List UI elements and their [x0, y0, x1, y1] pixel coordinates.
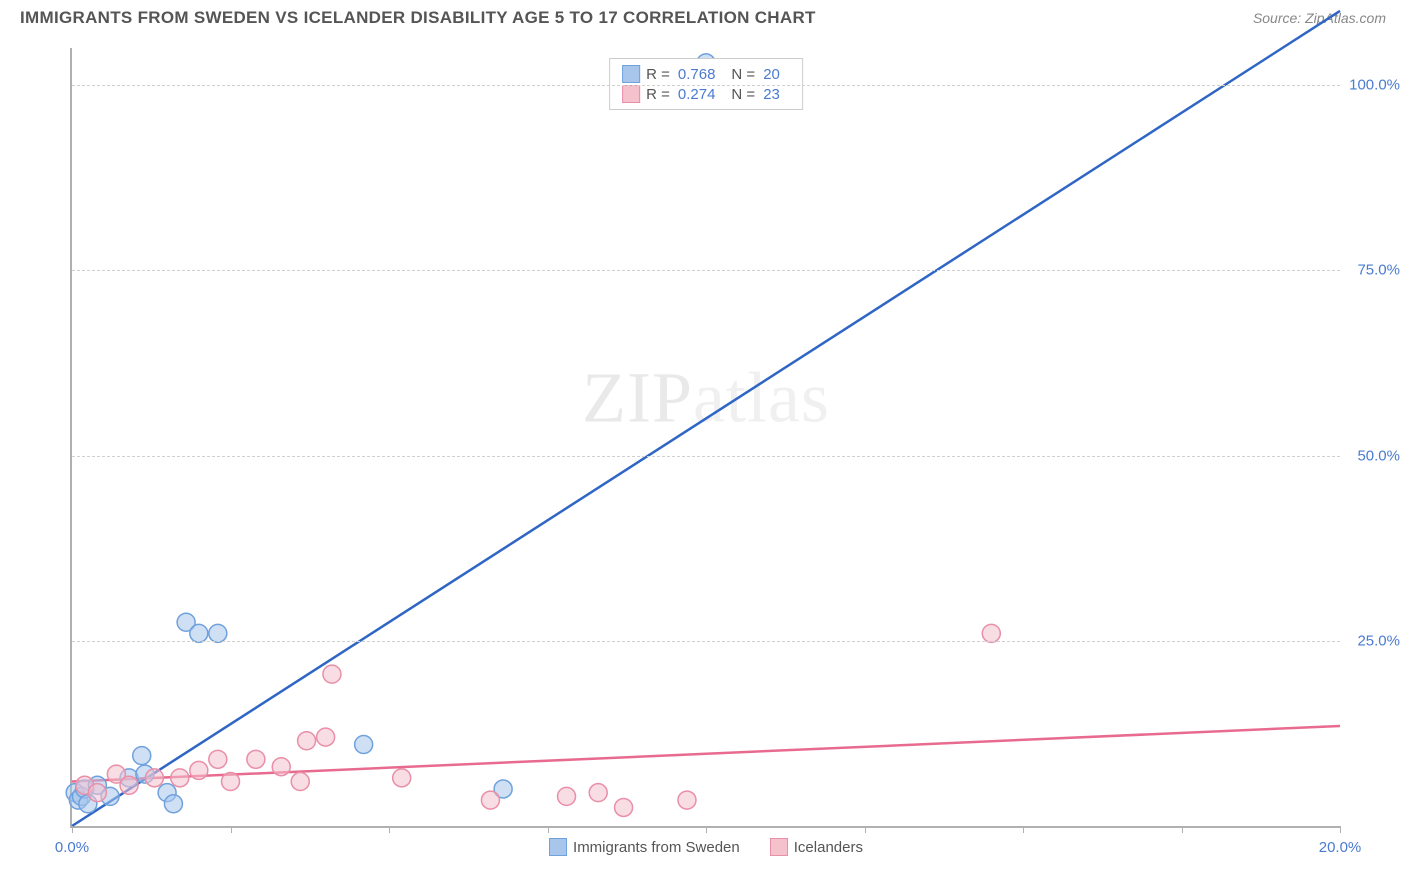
correlation-chart: Disability Age 5 to 17 ZIPatlas R = 0.76…: [20, 38, 1386, 878]
legend-stats-row: R = 0.274 N = 23: [622, 85, 790, 103]
y-tick-label: 100.0%: [1349, 77, 1400, 94]
legend-r-value: 0.274: [678, 86, 716, 103]
legend-series-label: Immigrants from Sweden: [573, 839, 740, 856]
y-tick-label: 50.0%: [1357, 447, 1400, 464]
legend-item: Immigrants from Sweden: [549, 838, 740, 856]
legend-swatch-icon: [622, 65, 640, 83]
legend-n-value: 23: [763, 86, 780, 103]
legend-n-value: 20: [763, 66, 780, 83]
legend-stats-row: R = 0.768 N = 20: [622, 65, 790, 83]
x-tick-label: 20.0%: [1319, 839, 1362, 856]
plot-area: ZIPatlas R = 0.768 N = 20 R = 0.274 N = …: [70, 48, 1340, 828]
legend-swatch-icon: [770, 838, 788, 856]
legend-stats: R = 0.768 N = 20 R = 0.274 N = 23: [609, 58, 803, 110]
chart-svg: [72, 48, 1340, 826]
y-tick-label: 25.0%: [1357, 632, 1400, 649]
y-tick-label: 75.0%: [1357, 262, 1400, 279]
legend-swatch-icon: [622, 85, 640, 103]
legend-swatch-icon: [549, 838, 567, 856]
legend-series: Immigrants from Sweden Icelanders: [549, 838, 863, 856]
legend-item: Icelanders: [770, 838, 863, 856]
legend-series-label: Icelanders: [794, 839, 863, 856]
x-tick-label: 0.0%: [55, 839, 89, 856]
legend-r-value: 0.768: [678, 66, 716, 83]
page-title: IMMIGRANTS FROM SWEDEN VS ICELANDER DISA…: [20, 8, 816, 28]
